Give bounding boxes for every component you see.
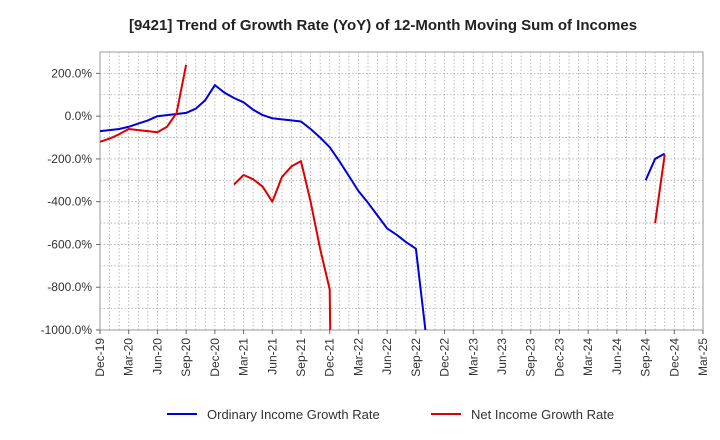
x-tick-label: Jun-20 [150,338,164,375]
x-tick-label: Dec-19 [93,338,107,377]
y-tick-label: -400.0% [47,195,92,209]
y-tick-label: -1000.0% [41,323,93,337]
x-tick-label: Sep-23 [524,338,538,377]
plot-frame [99,51,704,331]
x-axis-ticks: Dec-19 Mar-20 Jun-20 Sep-20 Dec-20 Mar-21 Jun-… [93,330,710,377]
x-tick-label: Jun-22 [380,338,394,375]
x-tick-label: Dec-21 [323,338,337,377]
x-tick-label: Mar-21 [237,338,251,376]
x-tick-label: Dec-23 [552,338,566,377]
x-tick-label: Mar-24 [581,338,595,376]
legend-item-net-income: Net Income Growth Rate [431,407,614,422]
x-tick-label: Mar-25 [696,338,710,376]
x-tick-label: Dec-22 [438,338,452,377]
x-tick-label: Jun-24 [610,338,624,375]
series-line-ordinary-income [100,84,427,330]
x-tick-label: Mar-20 [122,338,136,376]
series-line-net-income [654,154,666,224]
x-tick-label: Mar-23 [466,338,480,376]
legend-item-ordinary-income: Ordinary Income Growth Rate [167,407,380,422]
legend: Ordinary Income Growth Rate Net Income Gr… [167,407,614,422]
x-tick-label: Sep-22 [409,338,423,377]
series-line-net-income [100,64,188,143]
x-tick-label: Sep-20 [179,338,193,377]
x-tick-label: Jun-21 [265,338,279,375]
x-tick-label: Sep-21 [294,338,308,377]
chart-title: [9421] Trend of Growth Rate (YoY) of 12-… [129,17,637,34]
y-tick-label: 0.0% [65,109,93,123]
y-tick-label: -200.0% [47,152,92,166]
plot-area [99,51,704,331]
series-layer [100,64,666,330]
y-axis-ticks: 200.0% 0.0% -200.0% -400.0% -600.0% -800.0% -1… [41,66,100,337]
series-line-net-income [233,160,332,330]
y-tick-label: 200.0% [51,66,92,80]
y-tick-label: -800.0% [47,280,92,294]
legend-label: Net Income Growth Rate [471,407,614,422]
x-tick-label: Jun-23 [495,338,509,375]
series-line-ordinary-income [644,152,666,181]
x-tick-label: Mar-22 [351,338,365,376]
x-tick-label: Dec-20 [208,338,222,377]
x-tick-label: Dec-24 [667,338,681,377]
legend-label: Ordinary Income Growth Rate [207,407,380,422]
x-tick-label: Sep-24 [639,338,653,377]
y-tick-label: -600.0% [47,237,92,251]
